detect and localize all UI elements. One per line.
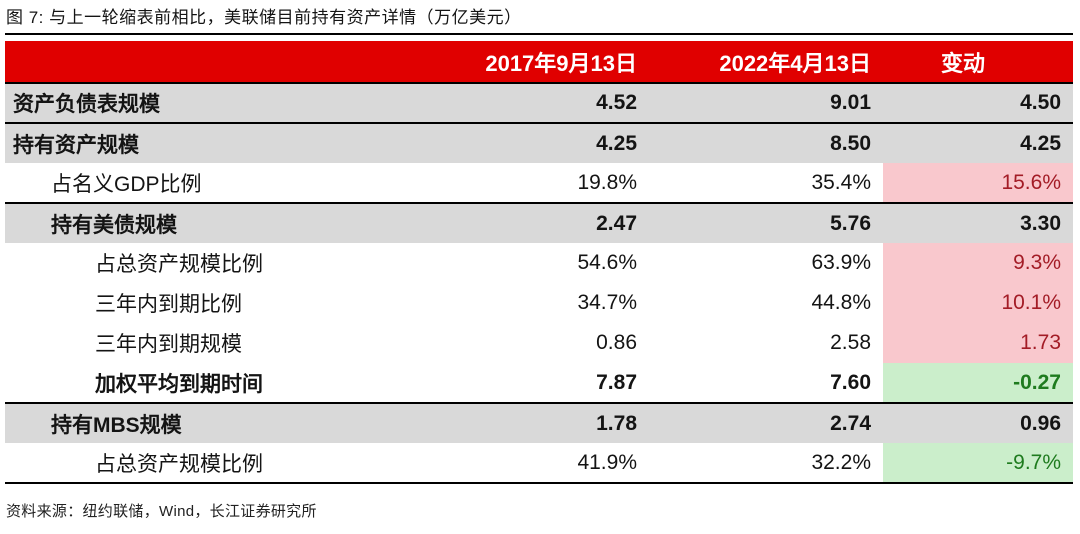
table-row: 加权平均到期时间 7.87 7.60 -0.27 — [5, 363, 1073, 403]
value-change: 4.25 — [1020, 131, 1061, 155]
value-2022: 63.9% — [811, 251, 871, 274]
table-body: 资产负债表规模 4.52 9.01 4.50 持有资产规模 4.25 8.50 4.25 占名义… — [5, 83, 1073, 483]
table-row: 占名义GDP比例 19.8% 35.4% 15.6% — [5, 163, 1073, 203]
table-row: 持有MBS规模 1.78 2.74 0.96 — [5, 403, 1073, 443]
table-row: 三年内到期比例 34.7% 44.8% 10.1% — [5, 283, 1073, 323]
value-2017: 4.52 — [596, 91, 637, 114]
value-change: -0.27 — [883, 363, 1073, 403]
table-row: 占总资产规模比例 54.6% 63.9% 9.3% — [5, 243, 1073, 283]
value-change: 3.30 — [1020, 211, 1061, 235]
table-header: 2017年9月13日 2022年4月13日 变动 — [5, 41, 1073, 84]
header-change: 变动 — [883, 41, 1073, 84]
row-label: 三年内到期比例 — [95, 293, 242, 316]
row-label: 占名义GDP比例 — [51, 172, 202, 196]
value-2017: 0.86 — [596, 331, 637, 354]
header-row: 2017年9月13日 2022年4月13日 变动 — [5, 41, 1073, 84]
value-2017: 41.9% — [577, 450, 637, 474]
row-label: 持有美债规模 — [51, 213, 177, 237]
value-2022: 35.4% — [811, 170, 871, 194]
value-2017: 19.8% — [577, 170, 637, 194]
header-date-2022: 2022年4月13日 — [649, 41, 883, 84]
value-2017: 7.87 — [596, 370, 637, 394]
table-row: 持有美债规模 2.47 5.76 3.30 — [5, 203, 1073, 243]
row-label: 占总资产规模比例 — [95, 452, 263, 476]
row-label: 持有资产规模 — [13, 133, 139, 157]
table-row: 持有资产规模 4.25 8.50 4.25 — [5, 123, 1073, 163]
value-2017: 34.7% — [577, 291, 637, 314]
row-label: 占总资产规模比例 — [95, 253, 263, 276]
row-label: 加权平均到期时间 — [95, 372, 263, 396]
value-2022: 7.60 — [830, 370, 871, 394]
value-change: 4.50 — [1020, 91, 1061, 114]
value-2022: 9.01 — [830, 91, 871, 114]
value-2022: 2.74 — [830, 411, 871, 435]
value-2017: 1.78 — [596, 411, 637, 435]
value-2022: 32.2% — [811, 450, 871, 474]
value-change: 15.6% — [883, 163, 1073, 203]
row-label: 资产负债表规模 — [13, 93, 160, 116]
value-change: 10.1% — [883, 283, 1073, 323]
row-label: 持有MBS规模 — [51, 413, 182, 437]
value-change: 9.3% — [883, 243, 1073, 283]
source-note: 资料来源：纽约联储，Wind，长江证券研究所 — [6, 503, 317, 520]
fed-assets-table: 2017年9月13日 2022年4月13日 变动 资产负债表规模 4.52 9.01… — [5, 41, 1073, 484]
value-2017: 54.6% — [577, 251, 637, 274]
header-empty — [5, 41, 405, 84]
row-label: 三年内到期规模 — [95, 333, 242, 356]
value-change: 0.96 — [1020, 411, 1061, 435]
value-2022: 2.58 — [830, 331, 871, 354]
value-change: 1.73 — [883, 323, 1073, 363]
value-2017: 2.47 — [596, 211, 637, 235]
value-2022: 44.8% — [811, 291, 871, 314]
value-2022: 8.50 — [830, 131, 871, 155]
table-row: 三年内到期规模 0.86 2.58 1.73 — [5, 323, 1073, 363]
header-date-2017: 2017年9月13日 — [405, 41, 649, 84]
value-change: -9.7% — [883, 443, 1073, 483]
table-row: 占总资产规模比例 41.9% 32.2% -9.7% — [5, 443, 1073, 483]
table-row: 资产负债表规模 4.52 9.01 4.50 — [5, 83, 1073, 123]
value-2022: 5.76 — [830, 211, 871, 235]
figure-title: 图 7: 与上一轮缩表前相比，美联储目前持有资产详情（万亿美元） — [5, 6, 1073, 35]
value-2017: 4.25 — [596, 131, 637, 155]
